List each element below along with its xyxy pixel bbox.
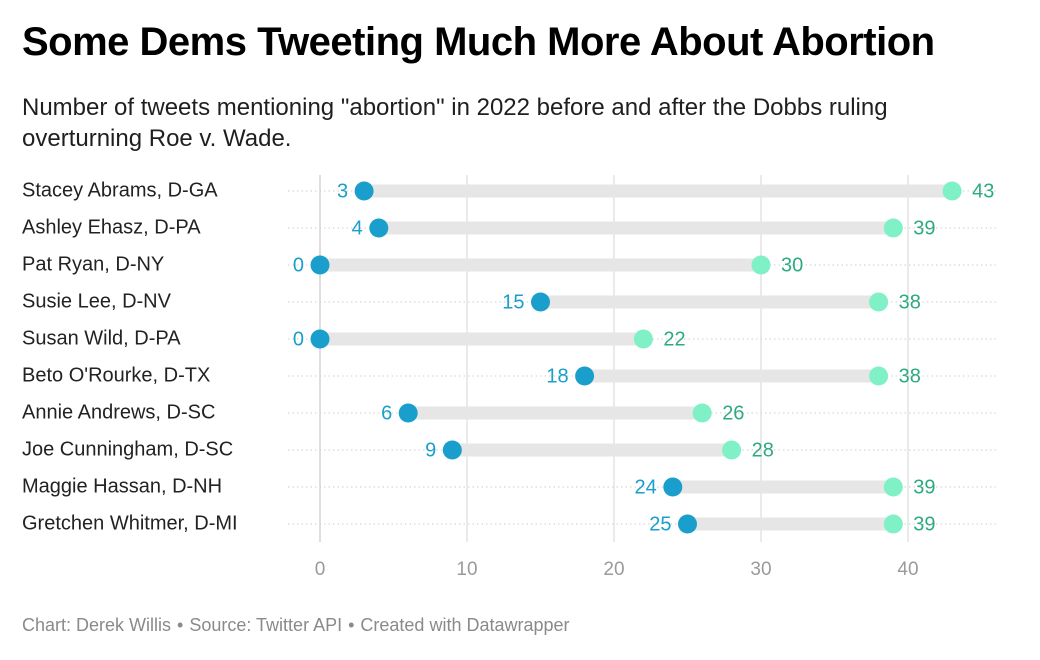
category-label: Susan Wild, D-PA [22, 327, 181, 349]
before-dot [398, 403, 418, 423]
after-dot [869, 366, 889, 386]
after-dot [869, 292, 889, 312]
chart-subtitle: Number of tweets mentioning "abortion" i… [22, 94, 888, 152]
range-dot-chart: Stacey Abrams, D-GA 3 43 Ashley Ehasz, D-PA… [22, 175, 996, 580]
category-label: Ashley Ehasz, D-PA [22, 216, 201, 238]
before-value-label: 4 [352, 217, 363, 239]
category-label: Susie Lee, D-NV [22, 290, 172, 312]
category-label: Annie Andrews, D-SC [22, 401, 215, 423]
category-label: Maggie Hassan, D-NH [22, 475, 222, 497]
after-dot [883, 477, 903, 497]
before-value-label: 6 [381, 402, 392, 424]
category-label: Joe Cunningham, D-SC [22, 438, 233, 460]
before-dot [663, 477, 683, 497]
before-dot [678, 514, 697, 534]
x-tick-label: 10 [456, 559, 477, 580]
before-dot [531, 292, 550, 312]
after-dot [942, 181, 962, 201]
before-value-label: 15 [502, 291, 524, 313]
after-dot [883, 514, 903, 534]
chart-title: Some Dems Tweeting Much More About Abort… [22, 20, 935, 64]
category-label: Beto O'Rourke, D-TX [22, 364, 210, 386]
after-value-label: 43 [972, 180, 994, 202]
after-value-label: 30 [781, 254, 803, 276]
x-tick-label: 0 [315, 559, 326, 580]
footer-credit: Chart: Derek Willis [22, 615, 172, 635]
before-value-label: 3 [337, 180, 348, 202]
before-dot [310, 255, 330, 275]
x-tick-label: 40 [897, 559, 918, 580]
category-label: Pat Ryan, D-NY [22, 253, 164, 275]
chart-footer: Chart: Derek Willis • Source: Twitter API •… [22, 615, 570, 636]
x-tick-label: 20 [603, 559, 624, 580]
before-dot [369, 218, 389, 238]
footer-separator: • [348, 615, 355, 635]
after-value-label: 39 [913, 513, 935, 535]
x-tick-label: 30 [750, 559, 771, 580]
before-value-label: 0 [293, 328, 304, 350]
after-value-label: 28 [752, 439, 774, 461]
after-value-label: 39 [913, 217, 935, 239]
before-value-label: 25 [649, 513, 671, 535]
after-dot [633, 329, 653, 349]
after-value-label: 22 [663, 328, 685, 350]
before-value-label: 9 [425, 439, 436, 461]
before-value-label: 18 [546, 365, 568, 387]
before-value-label: 24 [635, 476, 657, 498]
before-dot [310, 329, 330, 349]
footer-tool: Created with Datawrapper [360, 615, 570, 635]
after-value-label: 38 [899, 365, 921, 387]
x-axis-ticks: 0 10 20 30 40 [315, 559, 919, 580]
before-dot [575, 366, 595, 386]
after-dot [692, 403, 712, 423]
before-dot [442, 440, 462, 460]
category-label: Stacey Abrams, D-GA [22, 179, 218, 201]
footer-separator: • [177, 615, 184, 635]
after-value-label: 26 [722, 402, 744, 424]
category-label: Gretchen Whitmer, D-MI [22, 512, 238, 534]
before-value-label: 0 [293, 254, 304, 276]
after-dot [751, 255, 771, 275]
before-dot [354, 181, 374, 201]
after-value-label: 38 [899, 291, 921, 313]
after-value-label: 39 [913, 476, 935, 498]
after-dot [722, 440, 742, 460]
footer-source: Source: Twitter API [189, 615, 343, 635]
rows-layer: Stacey Abrams, D-GA 3 43 Ashley Ehasz, D-PA… [22, 179, 994, 535]
after-dot [883, 218, 903, 238]
